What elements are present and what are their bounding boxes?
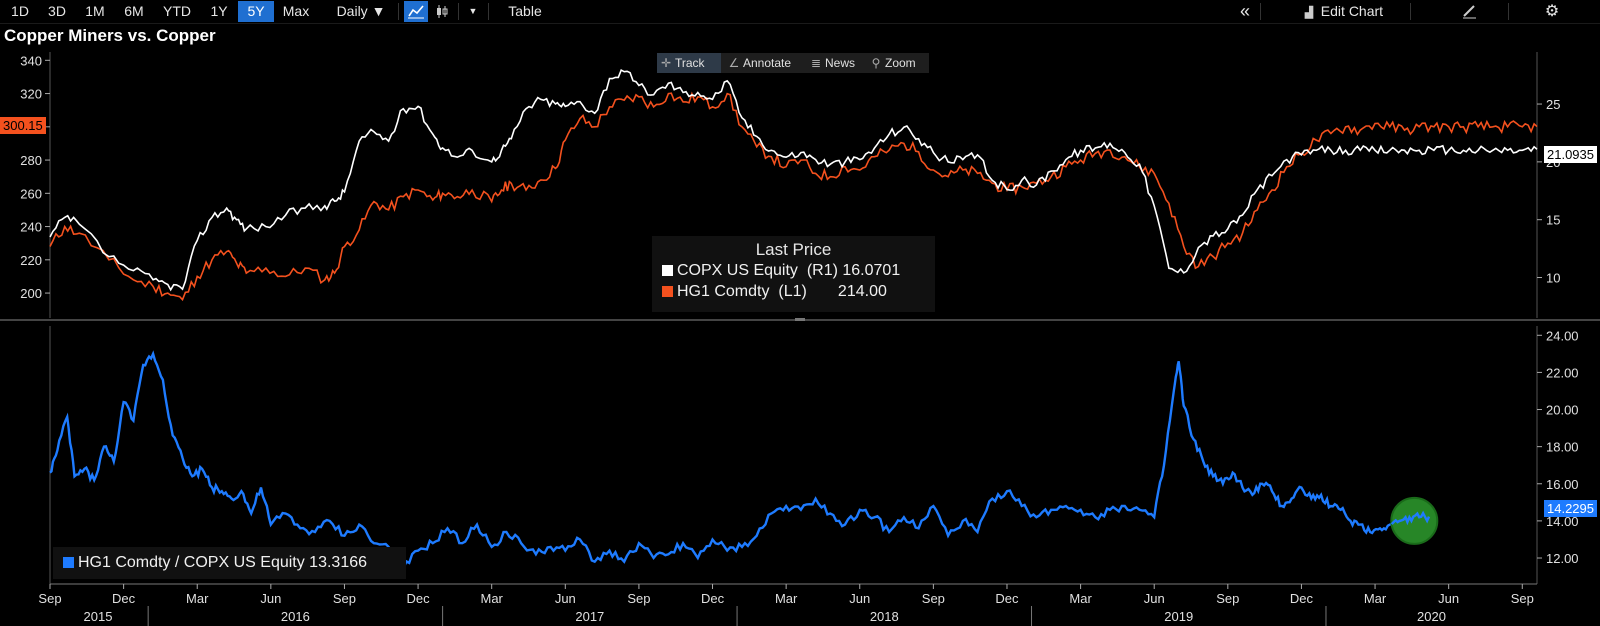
- x-tick-label: Dec: [995, 591, 1019, 606]
- year-label: 2015: [84, 609, 113, 624]
- range-button-3d[interactable]: 3D: [39, 1, 75, 22]
- frequency-dropdown[interactable]: Daily ▼: [331, 1, 391, 22]
- y-ratio-tick-label: 12.00: [1546, 551, 1579, 566]
- y-ratio-tick-label: 18.00: [1546, 440, 1579, 455]
- y-ratio-tick-label: 24.00: [1546, 328, 1579, 343]
- series-line-copx-us-equity: [49, 68, 1538, 292]
- pencil-icon: ∠: [728, 56, 740, 70]
- x-tick-label: Jun: [555, 591, 576, 606]
- x-tick-label: Sep: [1511, 591, 1534, 606]
- toolbar-divider: [458, 3, 459, 20]
- draw-icon[interactable]: [1458, 1, 1482, 22]
- legend-swatch-copx: [662, 265, 673, 276]
- candlestick-icon[interactable]: [430, 1, 454, 22]
- range-button-5y[interactable]: 5Y: [238, 1, 274, 22]
- y-left-tick-label: 340: [20, 53, 42, 68]
- last-value-tag-copper: 300.15: [0, 117, 46, 134]
- magnifier-icon: ⚲: [871, 56, 881, 70]
- legend-swatch-ratio: [63, 557, 74, 568]
- range-button-1d[interactable]: 1D: [2, 1, 38, 22]
- legend-entry-copx: COPX US Equity (R1) 16.0701: [662, 262, 900, 280]
- range-button-6m[interactable]: 6M: [115, 1, 153, 22]
- last-value-tag-ratio: 14.2295: [1544, 500, 1597, 517]
- y-ratio-tick-label: 22.00: [1546, 365, 1579, 380]
- legend-swatch-hg1: [662, 286, 673, 297]
- gear-icon[interactable]: ⚙: [1540, 1, 1564, 22]
- range-button-max[interactable]: Max: [275, 1, 317, 22]
- last-value-tag-copx: 21.0935: [1544, 146, 1597, 163]
- chart-subtoolbar: ✛ Track ∠ Annotate ≣ News ⚲ Zoom: [657, 53, 929, 73]
- panel-resize-handle: [795, 318, 805, 321]
- range-button-ytd[interactable]: YTD: [154, 1, 200, 22]
- legend-entry-ratio: HG1 Comdty / COPX US Equity 13.3166: [63, 554, 367, 572]
- chart-toolbar: 1D 3D 1M 6M YTD 1Y 5Y Max Daily ▼ ▼ Table « ▟ Edit C…: [0, 0, 1600, 24]
- toolbar-divider: [398, 3, 399, 20]
- x-tick-label: Sep: [333, 591, 356, 606]
- series-line-hg1-comdty: [49, 91, 1538, 302]
- year-label: 2016: [281, 609, 310, 624]
- year-label: 2017: [575, 609, 604, 624]
- x-tick-label: Dec: [701, 591, 725, 606]
- x-tick-label: Sep: [38, 591, 61, 606]
- x-tick-label: Sep: [627, 591, 650, 606]
- x-tick-label: Dec: [407, 591, 431, 606]
- year-label: 2020: [1417, 609, 1446, 624]
- y-ratio-tick-label: 20.00: [1546, 403, 1579, 418]
- legend-last-price: Last Price COPX US Equity (R1) 16.0701 H…: [652, 236, 935, 312]
- news-button[interactable]: ≣ News: [807, 53, 863, 73]
- y-left-tick-label: 240: [20, 220, 42, 235]
- x-tick-label: Mar: [186, 591, 209, 606]
- legend-title: Last Price: [755, 240, 832, 259]
- y-left-tick-label: 260: [20, 186, 42, 201]
- news-icon: ≣: [810, 56, 822, 70]
- range-button-1y[interactable]: 1Y: [201, 1, 237, 22]
- y-right-tick-label: 10: [1546, 271, 1560, 286]
- x-tick-label: Mar: [1364, 591, 1387, 606]
- range-button-1m[interactable]: 1M: [76, 1, 114, 22]
- x-tick-label: Jun: [1438, 591, 1459, 606]
- x-tick-label: Dec: [1290, 591, 1314, 606]
- legend-ratio: HG1 Comdty / COPX US Equity 13.3166: [53, 547, 406, 579]
- crosshair-icon: ✛: [660, 56, 672, 70]
- y-left-tick-label: 320: [20, 87, 42, 102]
- table-button[interactable]: Table: [500, 1, 550, 22]
- y-right-tick-label: 15: [1546, 213, 1560, 228]
- y-left-tick-label: 280: [20, 153, 42, 168]
- toolbar-divider: [1410, 3, 1411, 20]
- y-left-tick-label: 200: [20, 286, 42, 301]
- collapse-button[interactable]: «: [1234, 1, 1256, 22]
- annotate-button[interactable]: ∠ Annotate: [725, 53, 803, 73]
- legend-entry-hg1: HG1 Comdty (L1) 214.00: [662, 283, 887, 301]
- y-ratio-tick-label: 14.00: [1546, 514, 1579, 529]
- year-label: 2019: [1164, 609, 1193, 624]
- edit-chart-label: Edit Chart: [1316, 3, 1384, 19]
- y-left-tick-label: 220: [20, 253, 42, 268]
- x-tick-label: Mar: [1069, 591, 1092, 606]
- x-tick-label: Jun: [260, 591, 281, 606]
- series-line-ratio: [49, 350, 1431, 573]
- track-button[interactable]: ✛ Track: [657, 53, 721, 73]
- x-tick-label: Sep: [922, 591, 945, 606]
- toolbar-divider: [1260, 3, 1261, 20]
- edit-chart-button[interactable]: ▟ Edit Chart: [1286, 1, 1398, 22]
- toolbar-divider: [488, 3, 489, 20]
- series-line-ratio-highlighted: [1390, 510, 1431, 526]
- highlight-circle: [1390, 496, 1439, 545]
- zoom-button[interactable]: ⚲ Zoom: [867, 53, 927, 73]
- y-right-tick-label: 25: [1546, 97, 1560, 112]
- x-tick-label: Sep: [1216, 591, 1239, 606]
- x-tick-label: Mar: [775, 591, 798, 606]
- line-chart-icon[interactable]: [404, 1, 428, 22]
- x-tick-label: Dec: [112, 591, 136, 606]
- x-tick-label: Jun: [1144, 591, 1165, 606]
- toolbar-divider: [1508, 3, 1509, 20]
- x-tick-label: Mar: [480, 591, 503, 606]
- edit-chart-icon: ▟: [1304, 7, 1314, 19]
- chart-title: Copper Miners vs. Copper: [4, 26, 216, 45]
- year-label: 2018: [870, 609, 899, 624]
- y-ratio-tick-label: 16.00: [1546, 477, 1579, 492]
- x-tick-label: Jun: [849, 591, 870, 606]
- dropdown-icon[interactable]: ▼: [464, 1, 482, 22]
